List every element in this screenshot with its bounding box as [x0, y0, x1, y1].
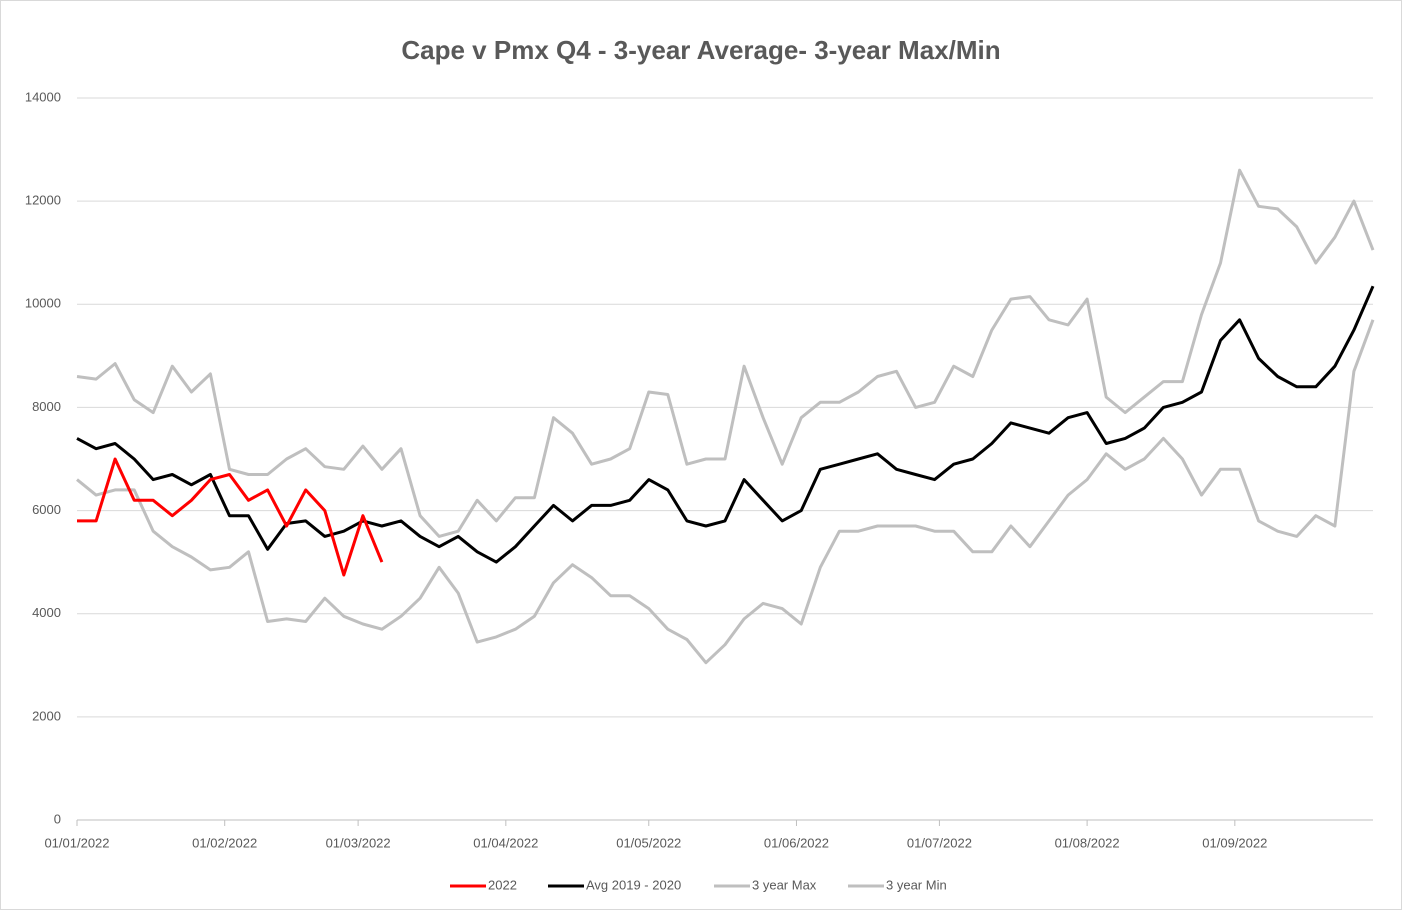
x-tick-label: 01/03/2022 [326, 835, 391, 850]
y-tick-label: 6000 [32, 502, 61, 517]
legend-label: 3 year Max [752, 877, 817, 892]
series-line [76, 168, 1375, 538]
chart-title: Cape v Pmx Q4 - 3-year Average- 3-year M… [401, 35, 1000, 65]
x-tick-label: 01/05/2022 [616, 835, 681, 850]
legend-label: Avg 2019 - 2020 [586, 877, 681, 892]
legend-label: 2022 [488, 877, 517, 892]
y-tick-label: 12000 [25, 193, 61, 208]
y-tick-label: 4000 [32, 605, 61, 620]
x-tick-label: 01/02/2022 [192, 835, 257, 850]
x-tick-label: 01/07/2022 [907, 835, 972, 850]
series-line [76, 319, 1375, 665]
x-tick-label: 01/01/2022 [44, 835, 109, 850]
x-tick-label: 01/04/2022 [473, 835, 538, 850]
legend-label: 3 year Min [886, 877, 947, 892]
x-tick-label: 01/08/2022 [1055, 835, 1120, 850]
x-tick-label: 01/09/2022 [1202, 835, 1267, 850]
series-line [76, 285, 1375, 564]
y-tick-label: 10000 [25, 296, 61, 311]
y-tick-label: 2000 [32, 708, 61, 723]
y-tick-label: 14000 [25, 89, 61, 104]
series-line [77, 457, 384, 577]
y-tick-label: 0 [54, 811, 61, 826]
x-tick-label: 01/06/2022 [764, 835, 829, 850]
y-tick-label: 8000 [32, 399, 61, 414]
